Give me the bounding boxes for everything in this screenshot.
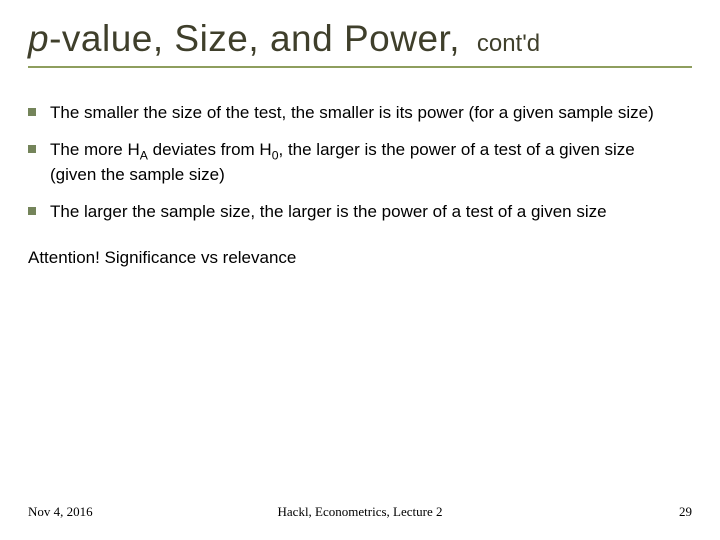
title-rest: -value, Size, and Power, [49,18,460,59]
title-main: p-value, Size, and Power, [28,18,471,59]
list-item-text: The smaller the size of the test, the sm… [50,103,654,122]
footer-center: Hackl, Econometrics, Lecture 2 [278,504,443,520]
footer-page-number: 29 [679,504,692,520]
square-bullet-icon [28,145,36,153]
footer-date: Nov 4, 2016 [28,504,93,520]
title-sub: cont'd [477,30,540,57]
square-bullet-icon [28,207,36,215]
footer: Nov 4, 2016 Hackl, Econometrics, Lecture… [28,504,692,522]
bullet-list: The smaller the size of the test, the sm… [28,102,692,224]
slide: p-value, Size, and Power, cont'd The sma… [0,0,720,540]
square-bullet-icon [28,108,36,116]
attention-text: Attention! Significance vs relevance [28,248,692,268]
title-italic-part: p [28,18,49,59]
list-item-text: The larger the sample size, the larger i… [50,202,607,221]
list-item: The more HA deviates from H0, the larger… [50,139,682,187]
title-block: p-value, Size, and Power, cont'd [28,18,692,68]
list-item: The larger the sample size, the larger i… [50,201,682,224]
list-item-text: The more HA deviates from H0, the larger… [50,140,635,184]
list-item: The smaller the size of the test, the sm… [50,102,682,125]
